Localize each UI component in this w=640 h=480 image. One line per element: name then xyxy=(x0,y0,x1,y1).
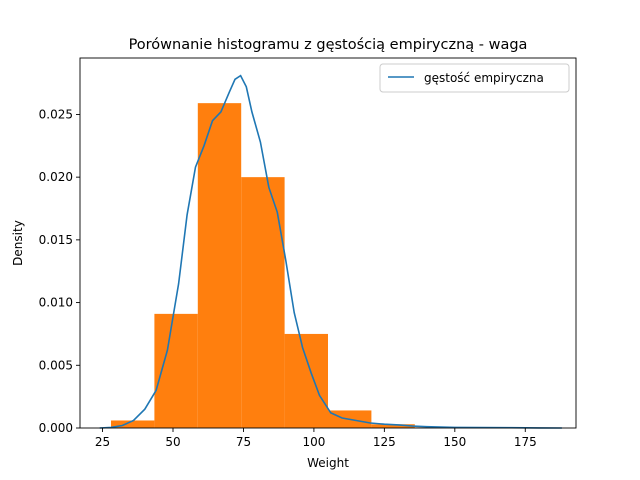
y-tick-label: 0.010 xyxy=(39,296,73,310)
y-axis-ticks: 0.000 0.005 0.010 0.015 0.020 0.025 xyxy=(39,107,80,435)
legend-box xyxy=(379,63,570,93)
y-tick-label: 0.020 xyxy=(39,170,73,184)
x-tick-label: 150 xyxy=(443,435,466,449)
y-tick-label: 0.015 xyxy=(39,233,73,247)
y-axis-label: Density xyxy=(11,220,25,266)
x-tick-label: 100 xyxy=(302,435,325,449)
histogram-bars xyxy=(111,103,545,429)
histogram-bar xyxy=(111,420,155,428)
x-tick-label: 25 xyxy=(95,435,110,449)
histogram-bar xyxy=(371,424,415,428)
legend: gęstość empiryczna xyxy=(379,63,570,93)
x-tick-label: 175 xyxy=(514,435,537,449)
y-tick-label: 0.005 xyxy=(39,358,73,372)
histogram-bar xyxy=(284,333,328,428)
x-axis-ticks: 25 50 75 100 125 150 175 xyxy=(95,428,537,449)
histogram-bar xyxy=(241,177,285,428)
x-axis-label: Weight xyxy=(307,456,349,470)
x-tick-label: 50 xyxy=(165,435,180,449)
histogram-bar xyxy=(197,103,242,429)
x-tick-label: 125 xyxy=(373,435,396,449)
y-tick-label: 0.025 xyxy=(39,107,73,121)
plot-frame xyxy=(79,57,577,429)
density-line xyxy=(99,74,562,429)
x-tick-label: 75 xyxy=(236,435,251,449)
y-tick-label: 0.000 xyxy=(39,421,73,435)
chart-title: Porównanie histogramu z gęstością empiry… xyxy=(129,37,528,53)
legend-label: gęstość empiryczna xyxy=(424,71,544,85)
